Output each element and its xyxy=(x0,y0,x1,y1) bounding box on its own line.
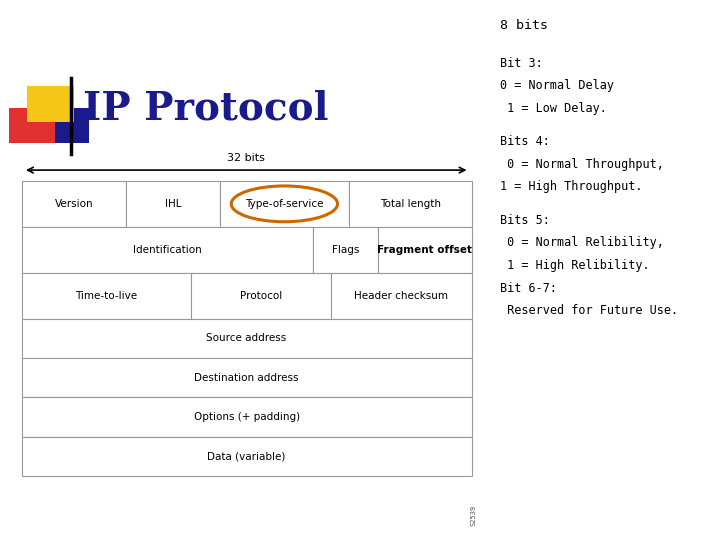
Text: Version: Version xyxy=(55,199,93,209)
Text: Total length: Total length xyxy=(380,199,441,209)
Bar xyxy=(22,437,472,476)
Text: 0 = Normal Delay: 0 = Normal Delay xyxy=(500,79,614,92)
Text: Options (+ padding): Options (+ padding) xyxy=(194,412,300,422)
Text: Bit 3:: Bit 3: xyxy=(500,57,543,70)
Text: Bit 6-7:: Bit 6-7: xyxy=(500,281,557,295)
Bar xyxy=(313,227,378,273)
Text: 32 bits: 32 bits xyxy=(228,153,265,163)
Bar xyxy=(331,273,472,319)
Text: 1 = High Relibility.: 1 = High Relibility. xyxy=(500,259,650,272)
Bar xyxy=(42,108,89,143)
Text: 1 = High Throughput.: 1 = High Throughput. xyxy=(500,180,643,193)
Text: Bits 4:: Bits 4: xyxy=(500,136,550,148)
Bar xyxy=(22,397,472,437)
Bar xyxy=(349,181,472,227)
Text: Data (variable): Data (variable) xyxy=(207,451,286,462)
Text: Header checksum: Header checksum xyxy=(354,291,449,301)
Bar xyxy=(191,273,331,319)
Bar xyxy=(220,181,349,227)
Bar xyxy=(27,86,74,122)
Text: Source address: Source address xyxy=(207,333,287,343)
Text: Bits 5:: Bits 5: xyxy=(500,214,550,227)
Bar xyxy=(22,273,191,319)
Text: 1 = Low Delay.: 1 = Low Delay. xyxy=(500,102,607,115)
Bar xyxy=(22,319,472,358)
Bar xyxy=(126,181,220,227)
Text: S2539: S2539 xyxy=(470,505,476,526)
Text: IP Protocol: IP Protocol xyxy=(83,89,328,127)
Text: Fragment offset: Fragment offset xyxy=(377,245,472,255)
Bar xyxy=(378,227,472,273)
Text: Type-of-service: Type-of-service xyxy=(245,199,324,209)
Text: Identification: Identification xyxy=(133,245,202,255)
Text: Protocol: Protocol xyxy=(240,291,282,301)
Bar xyxy=(9,108,55,143)
Text: 0 = Normal Throughput,: 0 = Normal Throughput, xyxy=(500,158,665,171)
Bar xyxy=(22,181,126,227)
Text: 8 bits: 8 bits xyxy=(500,19,549,32)
Bar xyxy=(22,358,472,397)
Text: IHL: IHL xyxy=(165,199,181,209)
Text: Destination address: Destination address xyxy=(194,373,299,383)
Text: Flags: Flags xyxy=(332,245,359,255)
Text: Reserved for Future Use.: Reserved for Future Use. xyxy=(500,304,678,317)
Bar xyxy=(22,227,313,273)
Text: 0 = Normal Relibility,: 0 = Normal Relibility, xyxy=(500,237,665,249)
Text: Time-to-live: Time-to-live xyxy=(75,291,138,301)
